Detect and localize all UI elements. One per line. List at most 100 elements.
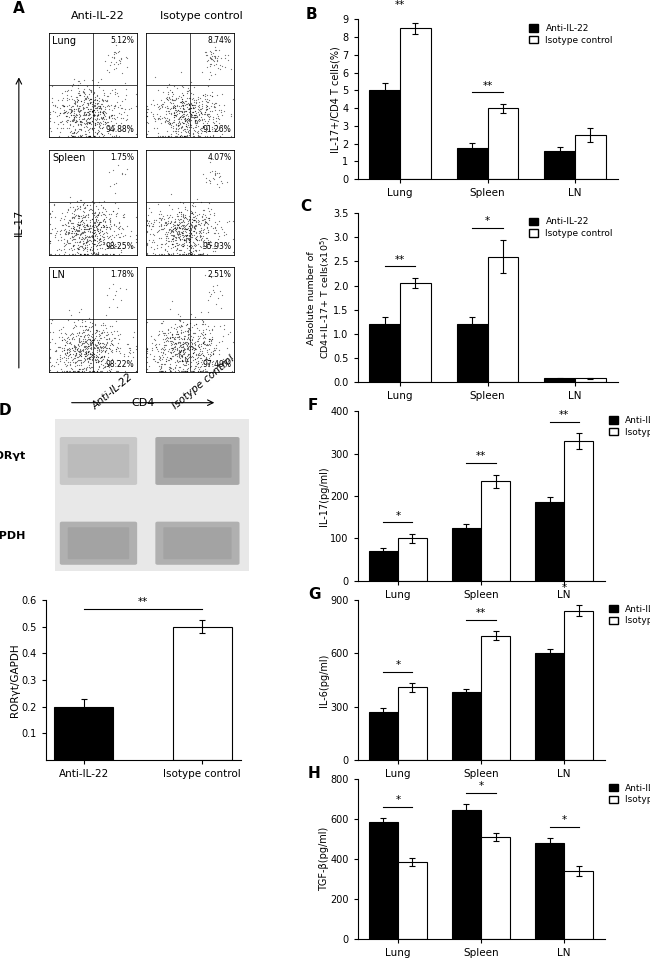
Point (191, 192, 202, 207)
Point (109, 107, 119, 123)
Point (189, 104, 200, 119)
Point (155, 358, 166, 374)
Point (188, 212, 199, 227)
Point (109, 323, 120, 339)
Point (184, 218, 194, 233)
Point (60, 358, 71, 374)
Point (168, 246, 179, 261)
Point (203, 225, 213, 240)
Point (94, 105, 105, 120)
Point (70, 109, 81, 125)
Point (74, 85, 85, 101)
Point (72, 223, 83, 238)
Point (200, 326, 210, 342)
Point (181, 353, 192, 369)
Point (85, 314, 96, 329)
Point (105, 240, 115, 256)
Point (108, 291, 118, 307)
Point (191, 217, 202, 232)
Point (159, 327, 169, 343)
Point (176, 120, 187, 136)
Point (72, 363, 83, 378)
Text: B: B (306, 7, 317, 21)
Point (109, 50, 120, 66)
Point (87, 316, 98, 331)
Point (195, 104, 205, 119)
Point (167, 231, 177, 247)
Point (92, 114, 103, 130)
Point (79, 222, 89, 237)
Point (202, 102, 212, 117)
Point (76, 116, 86, 132)
Point (89, 106, 99, 122)
Point (211, 222, 221, 237)
Point (90, 216, 100, 231)
Point (190, 113, 200, 129)
Point (158, 97, 168, 112)
Point (182, 339, 192, 354)
Point (196, 336, 206, 351)
Point (154, 215, 164, 230)
Point (163, 86, 174, 102)
Point (84, 323, 95, 339)
Point (101, 340, 112, 355)
Point (179, 104, 190, 119)
Point (79, 246, 90, 261)
Point (69, 319, 79, 335)
Point (196, 120, 206, 136)
Point (76, 122, 86, 137)
Point (183, 245, 194, 260)
Point (92, 237, 102, 253)
Point (93, 124, 103, 139)
Point (181, 230, 191, 246)
Point (85, 128, 96, 143)
Point (176, 236, 187, 252)
Point (69, 339, 79, 354)
Text: Anti-IL-22: Anti-IL-22 (90, 372, 135, 411)
Point (44, 233, 55, 249)
Point (83, 90, 93, 106)
Point (57, 112, 67, 128)
Point (172, 319, 183, 335)
Point (183, 234, 194, 250)
Point (214, 98, 224, 113)
Point (70, 222, 80, 237)
Point (92, 126, 102, 141)
Point (156, 211, 166, 227)
Point (176, 124, 186, 139)
Point (162, 245, 173, 260)
Point (180, 232, 190, 248)
FancyBboxPatch shape (60, 522, 137, 564)
Point (168, 216, 178, 231)
Point (58, 120, 68, 136)
Point (188, 220, 199, 235)
Point (182, 221, 192, 236)
Point (166, 326, 177, 342)
Point (87, 104, 98, 119)
Point (174, 246, 185, 261)
Point (63, 313, 73, 328)
Point (158, 208, 168, 224)
Point (92, 95, 103, 110)
Point (72, 218, 83, 233)
Point (163, 330, 174, 346)
Point (112, 339, 123, 354)
Point (101, 335, 112, 350)
Point (174, 214, 184, 229)
Point (68, 220, 78, 235)
Point (208, 363, 218, 378)
Point (68, 107, 78, 123)
Point (78, 102, 88, 117)
Point (176, 340, 187, 355)
Point (176, 325, 187, 341)
Point (178, 224, 188, 239)
Point (81, 197, 92, 213)
Point (155, 361, 166, 377)
Point (209, 240, 219, 256)
Point (87, 103, 98, 118)
Point (57, 349, 68, 365)
Point (198, 118, 208, 134)
Point (75, 361, 85, 377)
Point (198, 166, 208, 182)
Point (187, 363, 197, 378)
